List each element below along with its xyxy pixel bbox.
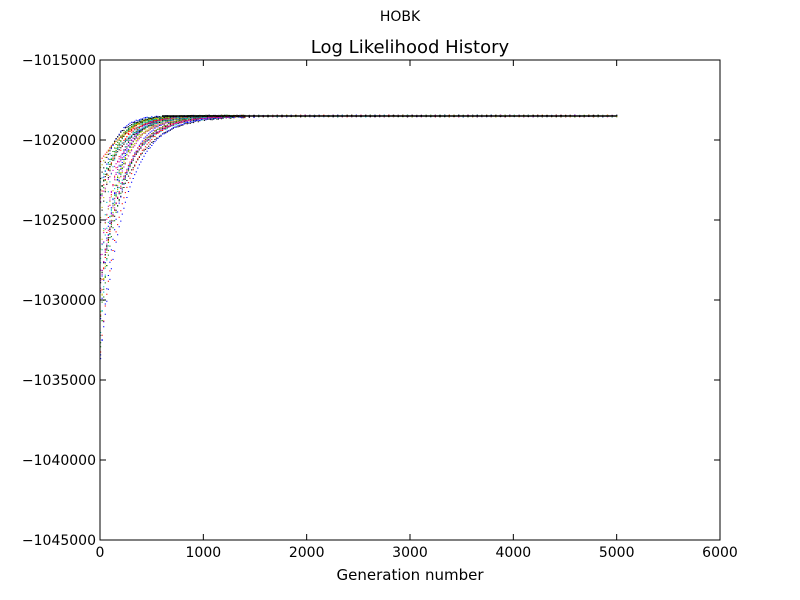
series-trace [100, 114, 618, 344]
series-trace [100, 114, 618, 320]
x-tick-label: 2000 [289, 545, 325, 561]
series-layer [100, 114, 618, 360]
series-trace [100, 114, 618, 316]
series-trace [100, 114, 618, 336]
series-trace [100, 114, 618, 196]
series-trace [100, 114, 618, 356]
series-trace [100, 114, 618, 284]
series-trace [100, 114, 618, 353]
series-trace [100, 114, 618, 179]
series-trace [100, 114, 618, 360]
x-tick-label: 6000 [702, 545, 738, 561]
x-axis-title: Generation number [337, 566, 485, 584]
series-trace [100, 114, 618, 271]
series-trace [100, 114, 618, 280]
series-trace [100, 114, 618, 289]
plot-frame [99, 59, 721, 541]
chart-title: Log Likelihood History [311, 37, 510, 58]
figure-suptitle: HOBK [379, 9, 421, 25]
series-trace [100, 114, 618, 313]
y-tick-label: −1015000 [22, 53, 96, 69]
x-tick-label: 5000 [599, 545, 635, 561]
x-tick-label: 3000 [392, 545, 428, 561]
series-trace [100, 114, 618, 256]
y-tick-label: −1045000 [22, 533, 96, 549]
y-axis: −1015000 −1020000 −1025000 −1030000 −1035000… [22, 53, 720, 549]
series-trace [100, 114, 618, 204]
series-trace [100, 114, 618, 312]
series-trace [100, 114, 618, 259]
y-tick-label: −1035000 [22, 373, 96, 389]
x-tick-label: 4000 [496, 545, 532, 561]
series-trace [100, 114, 618, 292]
series-trace [100, 114, 618, 218]
x-tick-label: 1000 [186, 545, 222, 561]
series-trace [100, 114, 618, 282]
x-axis: 0 1000 2000 3000 4000 5000 6000 [96, 60, 738, 561]
series-trace [100, 114, 618, 293]
x-tick-label: 0 [96, 545, 105, 561]
series-trace [100, 114, 618, 348]
series-trace [100, 114, 618, 250]
series-trace [100, 114, 618, 203]
series-trace [100, 114, 618, 199]
series-trace [100, 114, 618, 264]
y-tick-label: −1020000 [22, 133, 96, 149]
y-tick-label: −1025000 [22, 213, 96, 229]
y-tick-label: −1040000 [22, 453, 96, 469]
y-tick-label: −1030000 [22, 293, 96, 309]
series-trace [100, 114, 618, 317]
series-trace [100, 114, 618, 333]
series-trace [100, 114, 618, 223]
